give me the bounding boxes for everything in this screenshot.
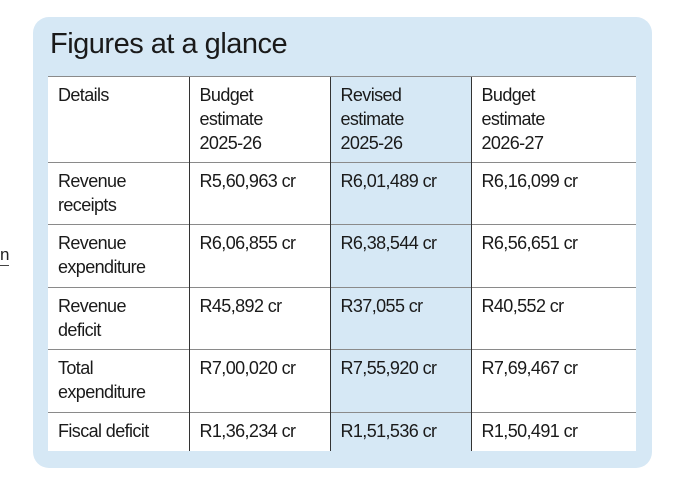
cell: R6,06,855 cr	[188, 224, 330, 288]
cell: R37,055 cr	[329, 287, 471, 350]
cell: R1,51,536 cr	[329, 412, 471, 451]
cell: R1,36,234 cr	[188, 412, 330, 451]
table: Details Budget estimate 2025-26 Revised es…	[48, 76, 636, 451]
cropped-text: n	[0, 245, 10, 266]
header-cell: Budget estimate 2026-27	[470, 76, 636, 163]
cell: R5,60,963 cr	[188, 162, 330, 225]
row: Fiscal deficit R1,36,234 cr R1,51,536 cr R1…	[48, 412, 636, 451]
row: Total expenditure R7,00,020 cr R7,55,920 c…	[48, 349, 636, 413]
cell: R7,69,467 cr	[470, 349, 636, 413]
cell: R6,38,544 cr	[329, 224, 471, 288]
header-row: Details Budget estimate 2025-26 Revised es…	[48, 76, 636, 163]
cell: Revenue receipts	[48, 162, 189, 225]
cell: R40,552 cr	[470, 287, 636, 350]
cell: R7,55,920 cr	[329, 349, 471, 413]
cell: R7,00,020 cr	[188, 349, 330, 413]
cell: R6,56,651 cr	[470, 224, 636, 288]
cell: R1,50,491 cr	[470, 412, 636, 451]
header-cell: Details	[48, 76, 189, 163]
cell: Revenue expenditure	[48, 224, 189, 288]
cell: Fiscal deficit	[48, 412, 189, 451]
cell: R45,892 cr	[188, 287, 330, 350]
header-cell: Revised estimate 2025-26	[329, 76, 471, 163]
title: Figures at a glance	[50, 28, 288, 60]
cell: R6,16,099 cr	[470, 162, 636, 225]
cell: Total expenditure	[48, 349, 189, 413]
row: Revenue receipts R5,60,963 cr R6,01,489 cr…	[48, 162, 636, 225]
row: Revenue expenditure R6,06,855 cr R6,38,544…	[48, 224, 636, 288]
header-cell: Budget estimate 2025-26	[188, 76, 330, 163]
row: Revenue deficit R45,892 cr R37,055 cr R40,5…	[48, 287, 636, 350]
cell: R6,01,489 cr	[329, 162, 471, 225]
cell: Revenue deficit	[48, 287, 189, 350]
